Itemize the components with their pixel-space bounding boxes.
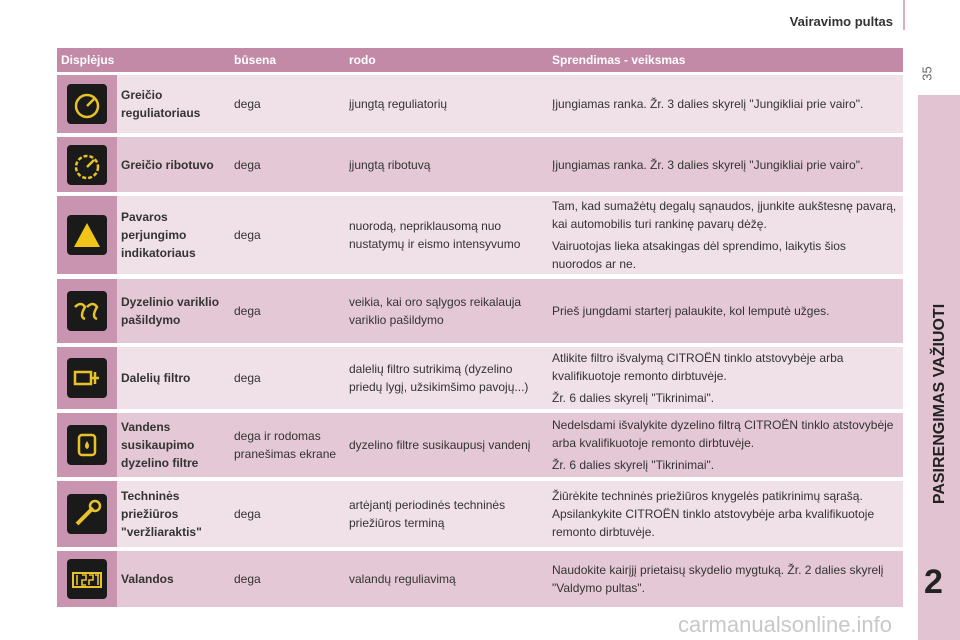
action-text: Vairuotojas lieka atsakingas dėl sprendi…	[552, 239, 846, 271]
indicator-state: dega	[234, 572, 261, 586]
indicator-meaning: nuorodą, nepriklausomą nuo nustatymų ir …	[349, 219, 521, 251]
indicator-name: Dyzelinio variklio pašildymo	[121, 295, 220, 327]
sidebar: PASIRENGIMAS VAŽIUOTI 2	[918, 95, 960, 640]
indicator-meaning: valandų reguliavimą	[349, 572, 456, 586]
indicator-icon	[67, 494, 107, 534]
header-title: Vairavimo pultas	[789, 14, 893, 29]
column-header: Sprendimas - veiksmas	[552, 53, 686, 67]
action-cell: Atlikite filtro išvalymą CITROËN tinklo …	[548, 347, 903, 409]
indicator-name: Valandos	[121, 572, 174, 586]
indicator-name: Greičio reguliatoriaus	[121, 88, 201, 120]
action-cell: Nedelsdami išvalykite dyzelino filtrą CI…	[548, 413, 903, 477]
indicator-name: Greičio ribotuvo	[121, 157, 214, 172]
chapter-number: 2	[924, 563, 943, 601]
action-text: Atlikite filtro išvalymą CITROËN tinklo …	[552, 351, 844, 383]
indicator-state: dega	[234, 228, 261, 242]
indicator-icon	[67, 84, 107, 124]
icon-cell	[57, 347, 117, 409]
indicator-icon	[67, 144, 107, 185]
indicator-meaning: įjungtą ribotuvą	[349, 157, 431, 172]
header-rule	[903, 0, 905, 30]
row-bg	[117, 347, 903, 409]
row-bg	[117, 137, 903, 192]
page-number: 35	[919, 66, 935, 81]
indicator-icon	[67, 559, 107, 599]
action-text: Įjungiamas ranka. Žr. 3 dalies skyrelį "…	[552, 97, 864, 111]
indicator-icon	[67, 291, 107, 331]
indicator-icon	[67, 358, 107, 398]
indicator-state: dega	[234, 304, 261, 318]
icon-cell	[57, 137, 117, 192]
indicator-icon	[67, 215, 107, 255]
indicator-state: dega	[234, 371, 261, 385]
indicator-meaning: artėjantį periodinės techninės priežiūro…	[349, 498, 506, 530]
action-text: Žr. 6 dalies skyrelį "Tikrinimai".	[552, 458, 715, 472]
icon-cell	[57, 481, 117, 547]
indicator-name: Dalelių filtro	[121, 371, 191, 385]
sidebar-section: PASIRENGIMAS VAŽIUOTI	[931, 303, 948, 505]
row-bg	[117, 279, 903, 343]
icon-cell	[57, 196, 117, 274]
indicator-state: dega	[234, 157, 261, 172]
action-text: Nedelsdami išvalykite dyzelino filtrą CI…	[552, 418, 894, 450]
header-bg	[57, 48, 903, 72]
indicator-name: Vandens susikaupimo dyzelino filtre	[121, 420, 199, 470]
icon-cell	[57, 413, 117, 477]
column-header: būsena	[234, 53, 277, 67]
indicator-meaning: dyzelino filtre susikaupusį vandenį	[349, 438, 531, 452]
action-text: Žr. 6 dalies skyrelį "Tikrinimai".	[552, 391, 715, 405]
indicator-meaning: įjungtą reguliatorių	[349, 97, 448, 111]
action-text: Naudokite kairįjį prietaisų skydelio myg…	[552, 563, 884, 595]
watermark: carmanualsonline.info	[678, 612, 893, 637]
row-bg	[117, 413, 903, 477]
indicator-name: Techninės priežiūros "veržliaraktis"	[121, 489, 202, 539]
action-cell: Įjungiamas ranka. Žr. 3 dalies skyrelį "…	[548, 75, 903, 133]
icon-cell	[57, 551, 117, 607]
indicator-icon	[67, 425, 107, 465]
action-cell: Tam, kad sumažėtų degalų sąnaudos, įjunk…	[548, 196, 903, 274]
action-text: Tam, kad sumažėtų degalų sąnaudos, įjunk…	[552, 199, 897, 231]
row-bg	[117, 196, 903, 274]
action-cell: Prieš jungdami starterį palaukite, kol l…	[548, 279, 903, 343]
action-cell: Naudokite kairįjį prietaisų skydelio myg…	[548, 551, 903, 607]
icon-cell	[57, 279, 117, 343]
action-text: Prieš jungdami starterį palaukite, kol l…	[552, 304, 830, 318]
row-bg	[117, 551, 903, 607]
column-header: Displėjus	[61, 53, 115, 67]
column-header: rodo	[349, 53, 376, 67]
indicator-state: dega ir rodomas pranešimas ekrane	[234, 429, 337, 461]
indicator-state: dega	[234, 507, 261, 521]
action-text: Žiūrėkite techninės priežiūros knygelės …	[552, 489, 875, 539]
indicator-meaning: dalelių filtro sutrikimą (dyzelino pried…	[349, 362, 529, 394]
row-bg	[117, 75, 903, 133]
icon-cell	[57, 75, 117, 133]
action-cell: Žiūrėkite techninės priežiūros knygelės …	[548, 481, 903, 547]
action-text: Įjungiamas ranka. Žr. 3 dalies skyrelį "…	[552, 157, 864, 172]
action-cell: Įjungiamas ranka. Žr. 3 dalies skyrelį "…	[548, 137, 903, 192]
indicator-name: Pavaros perjungimo indikatoriaus	[121, 210, 196, 260]
row-bg	[117, 481, 903, 547]
indicator-meaning: veikia, kai oro sąlygos reikalauja varik…	[349, 295, 522, 327]
indicator-state: dega	[234, 97, 261, 111]
